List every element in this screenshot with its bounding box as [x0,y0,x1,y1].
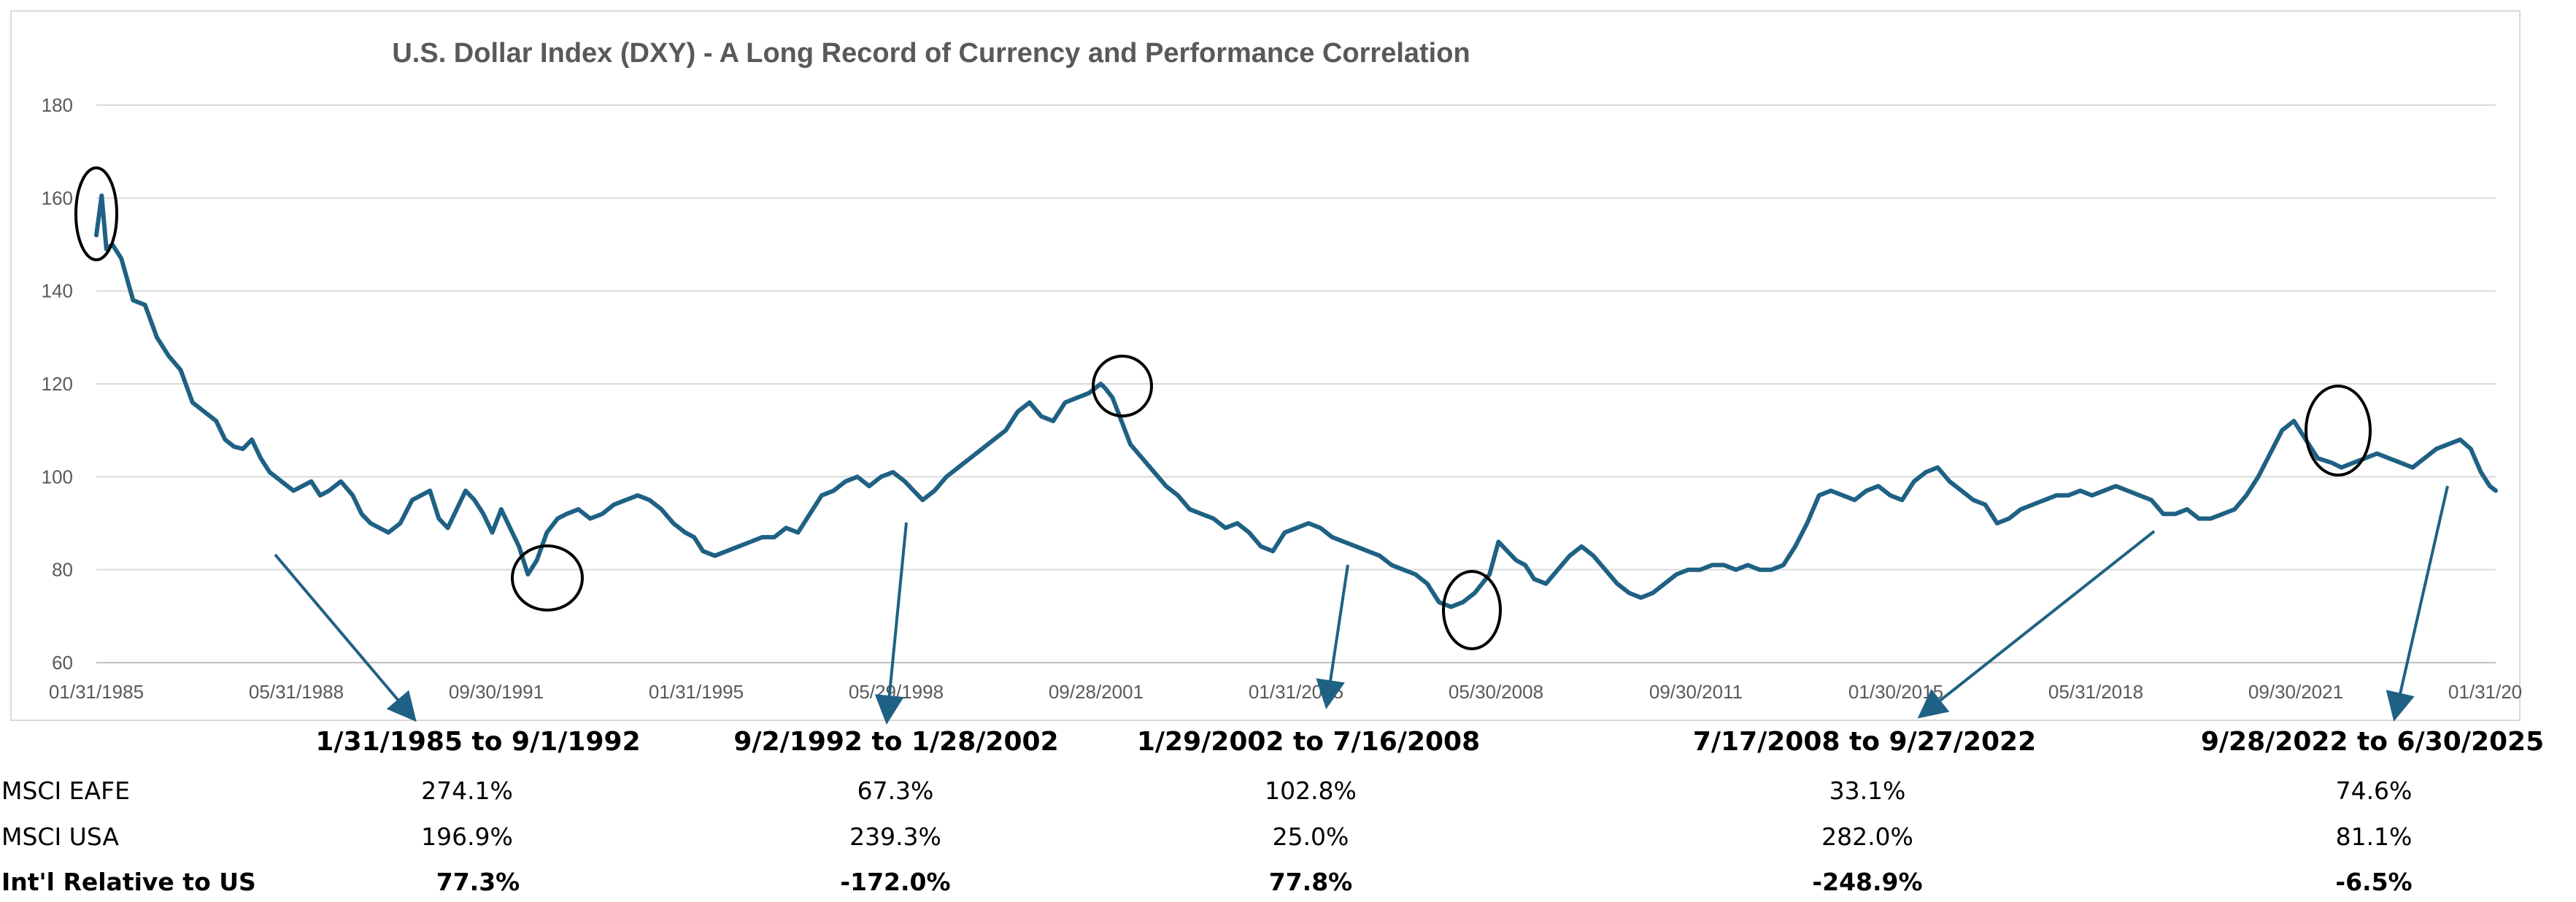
y-tick-label: 80 [52,559,73,581]
chart-frame: U.S. Dollar Index (DXY) - A Long Record … [10,10,2522,721]
x-tick-label: 01/30/2015 [1848,681,1943,703]
eafe-value: 102.8% [1265,776,1357,805]
dxy-line-chart: U.S. Dollar Index (DXY) - A Long Record … [42,38,2522,703]
usa-value: 282.0% [1821,822,1913,851]
eafe-value: 67.3% [857,776,934,805]
chart-title: U.S. Dollar Index (DXY) - A Long Record … [392,38,1470,69]
x-tick-label: 01/31/1995 [649,681,744,703]
y-tick-label: 60 [52,652,73,674]
x-axis-tick-labels: 01/31/1985 05/31/1988 09/30/1991 01/31/1995… [49,681,2522,703]
usa-value: 25.0% [1272,822,1349,851]
x-tick-label: 05/31/2018 [2048,681,2143,703]
x-tick-label: 09/30/1991 [449,681,544,703]
annotation-circle-2002-peak [1092,355,1153,417]
y-tick-label: 160 [42,187,73,209]
x-tick-label: 05/29/1998 [849,681,944,703]
x-tick-label: 01/31/2005 [1249,681,1343,703]
x-tick-label: 05/30/2008 [1449,681,1543,703]
annotation-circles [74,166,2372,650]
x-tick-label: 01/31/2025 [2448,681,2522,703]
eafe-value: 33.1% [1829,776,1906,805]
relative-value: 77.3% [436,868,520,896]
row-label-msci-usa: MSCI USA [1,822,119,851]
period-header-5: 9/28/2022 to 6/30/2025 [2200,727,2545,757]
y-tick-label: 100 [42,466,73,487]
period-header-1: 1/31/1985 to 9/1/1992 [315,727,641,757]
y-axis-tick-labels: 60 80 100 120 140 160 180 [42,94,73,674]
performance-summary-table: 1/31/1985 to 9/1/1992 9/2/1992 to 1/28/2… [0,727,2576,902]
dxy-series-line [94,193,2498,609]
relative-value: -248.9% [1812,868,1923,896]
y-tick-label: 180 [42,94,73,116]
row-label-intl-relative: Int'l Relative to US [1,868,256,896]
annotation-circle-1985-peak [74,166,118,261]
y-tick-label: 120 [42,373,73,395]
x-tick-label: 09/30/2021 [2248,681,2343,703]
annotation-circle-2022-peak [2305,385,2372,477]
x-tick-label: 05/31/1988 [249,681,344,703]
period-header-2: 9/2/1992 to 1/28/2002 [733,727,1059,757]
annotation-circle-1992-trough [511,544,584,612]
row-label-msci-eafe: MSCI EAFE [1,776,130,805]
x-tick-label: 09/30/2011 [1649,681,1743,703]
relative-value: 77.8% [1268,868,1353,896]
relative-value: -6.5% [2335,868,2413,896]
period-header-3: 1/29/2002 to 7/16/2008 [1136,727,1481,757]
gridlines [96,104,2496,663]
x-tick-label: 01/31/1985 [49,681,144,703]
relative-value: -172.0% [840,868,951,896]
eafe-value: 274.1% [421,776,513,805]
y-tick-label: 140 [42,280,73,302]
x-tick-label: 09/28/2001 [1049,681,1144,703]
usa-value: 196.9% [421,822,513,851]
usa-value: 81.1% [2335,822,2413,851]
annotation-circle-2008-trough [1442,570,1502,650]
usa-value: 239.3% [849,822,941,851]
eafe-value: 74.6% [2335,776,2413,805]
period-header-4: 7/17/2008 to 9/27/2022 [1692,727,2037,757]
